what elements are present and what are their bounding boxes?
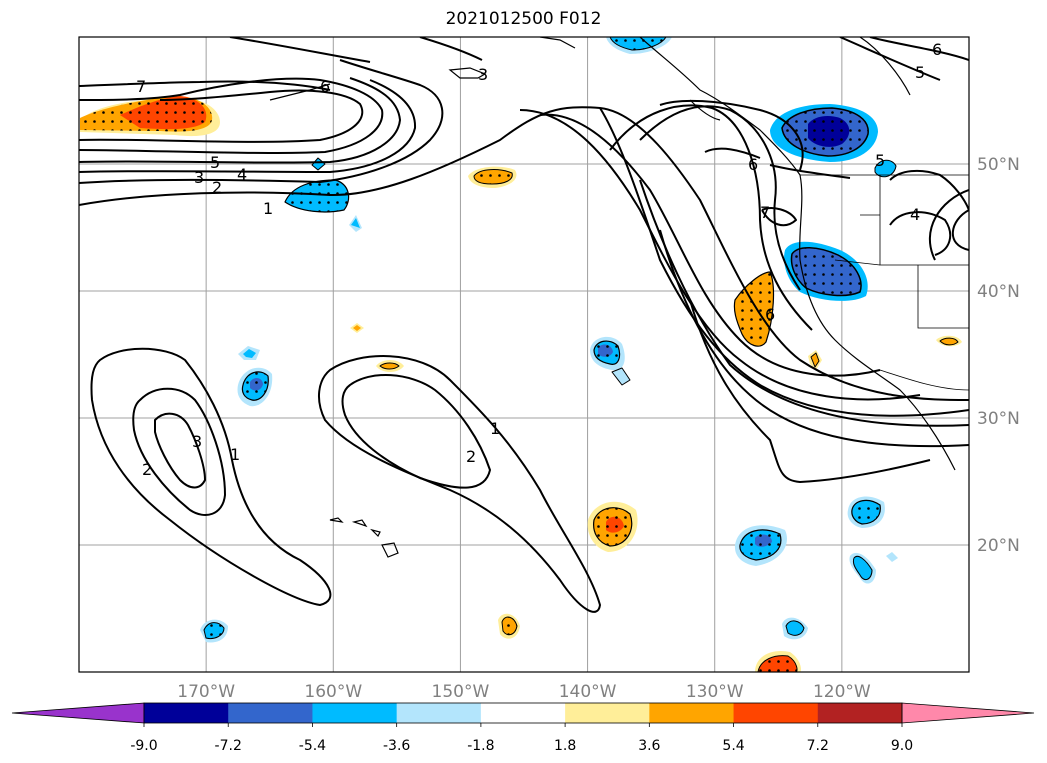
colorbar-tick-label: -5.4: [299, 738, 326, 754]
colorbar-segment: [144, 703, 229, 723]
lat-tick-label: 30°N: [977, 409, 1020, 429]
positive-anomaly-region: [80, 96, 213, 132]
colorbar-tick-label: 3.6: [638, 738, 660, 754]
contour-line: [79, 77, 384, 154]
lon-tick-label: 140°W: [559, 682, 617, 702]
negative-anomaly-region: [311, 157, 326, 171]
contour-label: 1: [263, 199, 273, 218]
contour-label: 6: [932, 40, 942, 59]
contour-line: [929, 189, 969, 261]
map-frame: [78, 36, 970, 673]
lat-tick-label: 20°N: [977, 536, 1020, 556]
borders: [800, 174, 969, 391]
lon-tick-label: 130°W: [686, 682, 744, 702]
contour-line: [79, 89, 364, 143]
colorbar-tick-label: -9.0: [130, 738, 157, 754]
lon-tick-label: 160°W: [304, 682, 362, 702]
contour-label: 1: [230, 445, 240, 464]
contour-line: [951, 209, 969, 251]
contour-labels: 7 6 5 4 3 2 1 1 2 3 1 2 3 6 5 6 5 4 7 6: [136, 40, 942, 479]
contour-label: 3: [192, 432, 202, 451]
contour-line: [704, 147, 761, 159]
latitude-labels: 50°N 40°N 30°N 20°N: [977, 155, 1020, 556]
contour-line: [79, 59, 444, 184]
colorbar-segment: [817, 703, 903, 723]
contour-line: [761, 207, 797, 227]
contour-line: [659, 229, 969, 448]
contour-label: 3: [194, 168, 204, 187]
anomaly-shading: [80, 37, 962, 672]
contour-label: 5: [915, 63, 925, 82]
contour-line: [609, 104, 813, 331]
contour-line: [318, 355, 601, 613]
colorbar: -9.0 -7.2 -5.4 -3.6 -1.8 1.8 3.6 5.4 7.2 9.0: [11, 702, 1035, 754]
colorbar-tick-label: -7.2: [215, 738, 242, 754]
contour-line: [229, 37, 371, 63]
colorbar-extend-min: [11, 702, 145, 724]
contour-label: 4: [910, 205, 920, 224]
colorbar-tick-label: 7.2: [807, 738, 829, 754]
lat-tick-label: 40°N: [977, 282, 1020, 302]
contour-line: [154, 412, 206, 489]
contour-label: 7: [136, 77, 146, 96]
colorbar-segment: [228, 703, 313, 723]
contour-line: [869, 37, 969, 61]
colorbar-outline: [143, 702, 903, 724]
contour-label: 5: [210, 153, 220, 172]
coastlines: [269, 37, 956, 558]
contour-line: [599, 107, 969, 417]
contour-line: [689, 299, 931, 483]
lon-tick-label: 120°W: [813, 682, 871, 702]
lat-tick-label: 50°N: [977, 155, 1020, 175]
contour-label: 4: [237, 165, 247, 184]
contour-line: [79, 80, 331, 91]
map-title: 2021012500 F012: [445, 9, 602, 29]
colorbar-tick-label: 1.8: [554, 738, 576, 754]
colorbar-segment: [312, 703, 398, 723]
contour-label: 2: [212, 178, 222, 197]
contour-line: [79, 79, 417, 173]
contour-label: 6: [748, 155, 758, 174]
contour-line: [539, 113, 881, 377]
contour-line: [639, 105, 801, 291]
colorbar-tick-label: -3.6: [383, 738, 410, 754]
contour-line: [132, 387, 226, 516]
contour-label: 2: [466, 447, 476, 466]
contour-line: [889, 211, 952, 256]
contour-line: [79, 77, 401, 164]
colorbar-segment: [649, 703, 735, 723]
contour-line: [90, 347, 332, 606]
colorbar-segment: [733, 703, 819, 723]
colorbar-tick-label: -1.8: [467, 738, 494, 754]
contour-label: 5: [875, 151, 885, 170]
contour-label: 7: [760, 203, 770, 222]
colorbar-segment: [565, 703, 650, 723]
contour-label: 6: [765, 305, 775, 324]
colorbar-tick-label: 9.0: [891, 738, 913, 754]
contour-line: [839, 37, 941, 81]
contour-label: 6: [320, 77, 330, 96]
contour-label: 1: [490, 419, 500, 438]
colorbar-extend-max: [901, 702, 1035, 724]
contour-label: 3: [478, 65, 488, 84]
contour-line: [769, 164, 851, 179]
colorbar-segment: [480, 703, 566, 723]
contour-line: [519, 109, 921, 401]
contour-line: [341, 374, 491, 489]
colorbar-tick-label: 5.4: [722, 738, 744, 754]
contour-label: 2: [142, 460, 152, 479]
height-contours: [79, 37, 969, 613]
contour-line: [659, 99, 804, 171]
colorbar-segment: [396, 703, 482, 723]
longitude-labels: 170°W 160°W 150°W 140°W 130°W 120°W: [177, 682, 871, 702]
lon-tick-label: 170°W: [177, 682, 235, 702]
lon-tick-label: 150°W: [432, 682, 490, 702]
contour-line: [419, 37, 483, 61]
